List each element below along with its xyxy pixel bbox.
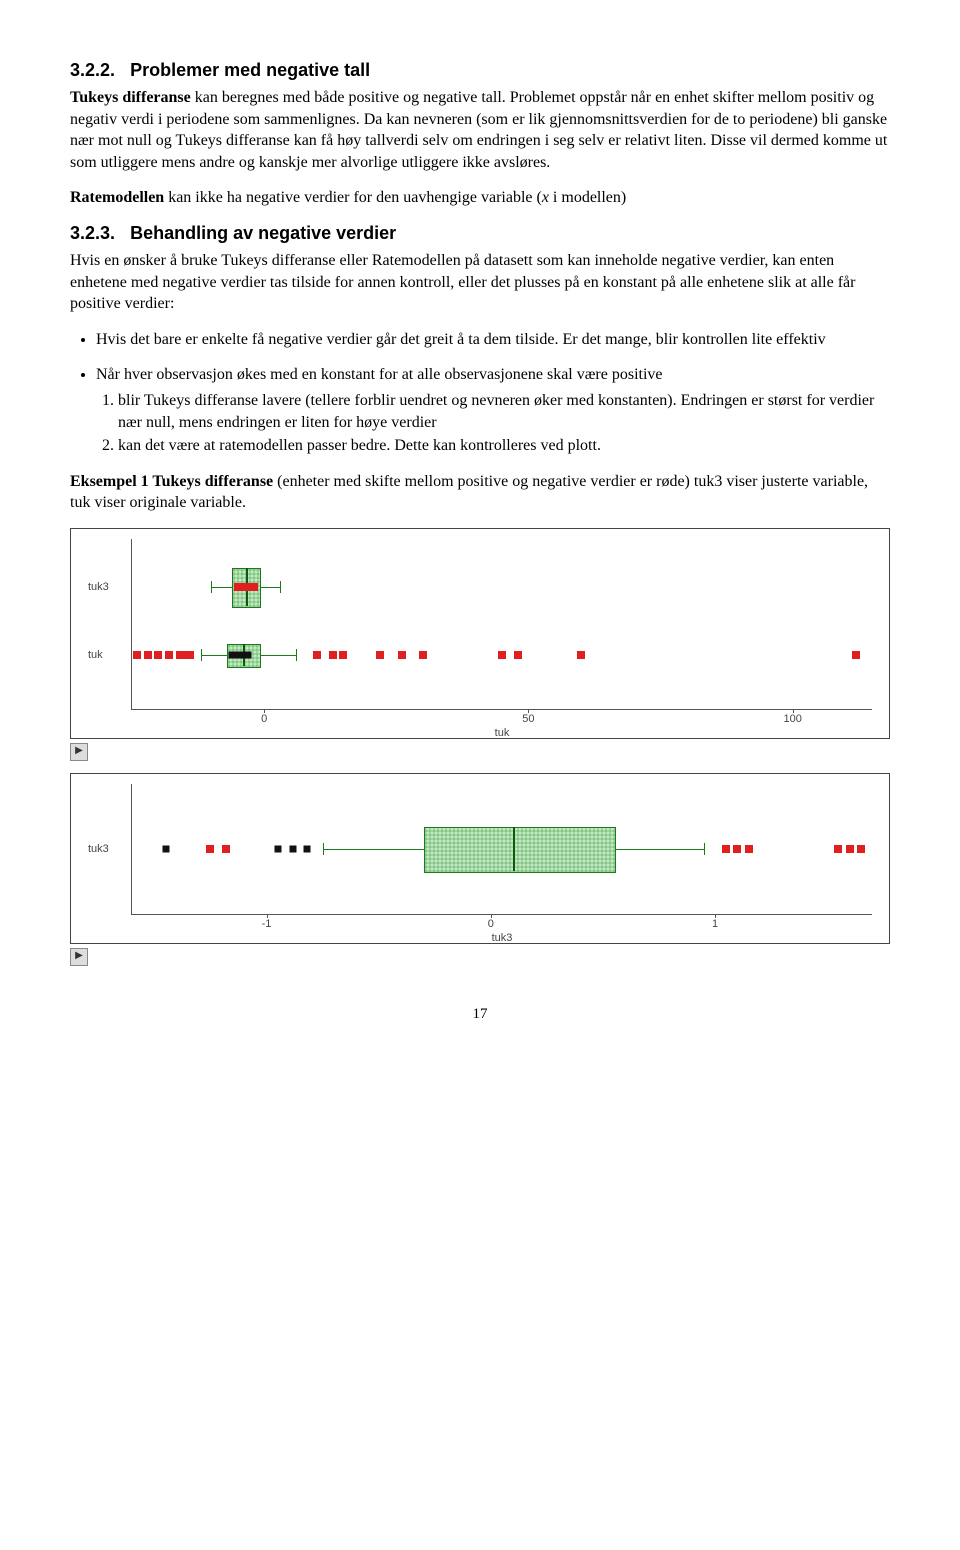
axis-label: tuk3 [88, 843, 109, 855]
axis-tick: 100 [784, 713, 802, 725]
example-title: Eksempel 1 Tukeys differanse [70, 473, 273, 490]
scroll-arrow-icon[interactable]: ▶ [70, 743, 88, 761]
section-title: Behandling av negative verdier [130, 223, 396, 243]
term: Ratemodellen [70, 189, 164, 206]
page-number: 17 [70, 1006, 890, 1023]
numbered-list: blir Tukeys differanse lavere (tellere f… [118, 390, 890, 457]
text: kan ikke ha negative verdier for den uav… [164, 189, 542, 206]
section-title: Problemer med negative tall [130, 60, 370, 80]
list-item: kan det være at ratemodellen passer bedr… [118, 435, 890, 457]
term: Tukeys differanse [70, 89, 191, 106]
axis-tick: 0 [261, 713, 267, 725]
axis-tick: 50 [522, 713, 534, 725]
axis-tick: -1 [262, 918, 272, 930]
bullet-list: Hvis det bare er enkelte få negative ver… [96, 329, 890, 457]
list-item: blir Tukeys differanse lavere (tellere f… [118, 390, 890, 433]
section-heading: 3.2.2. Problemer med negative tall [70, 60, 890, 81]
variable-x: x [542, 189, 549, 206]
axis-label: tuk3 [88, 581, 109, 593]
list-item: Hvis det bare er enkelte få negative ver… [96, 329, 890, 351]
text: kan beregnes med både positive og negati… [70, 89, 887, 171]
section-number: 3.2.2. [70, 60, 115, 80]
axis-tick: 1 [712, 918, 718, 930]
paragraph: Ratemodellen kan ikke ha negative verdie… [70, 187, 890, 209]
section-heading: 3.2.3. Behandling av negative verdier [70, 223, 890, 244]
section-number: 3.2.3. [70, 223, 115, 243]
boxplot-chart-tuk: tuk3 tuk 0 50 100 tuk [70, 528, 890, 739]
paragraph: Hvis en ønsker å bruke Tukeys differanse… [70, 250, 890, 315]
axis-title: tuk [495, 727, 510, 739]
scroll-arrow-icon[interactable]: ▶ [70, 948, 88, 966]
list-item: Når hver observasjon økes med en konstan… [96, 364, 890, 456]
plot-area: tuk3-101tuk3 [131, 784, 872, 915]
axis-title: tuk3 [492, 932, 513, 944]
text: i modellen) [549, 189, 626, 206]
text: Når hver observasjon økes med en konstan… [96, 366, 663, 383]
plot-area: tuk3tuk050100tuk [131, 539, 872, 710]
axis-label: tuk [88, 649, 103, 661]
paragraph: Tukeys differanse kan beregnes med både … [70, 87, 890, 173]
axis-tick: 0 [488, 918, 494, 930]
boxplot-chart-tuk3: tuk3 -1 0 1 tuk3 [70, 773, 890, 944]
example-intro: Eksempel 1 Tukeys differanse (enheter me… [70, 471, 890, 514]
